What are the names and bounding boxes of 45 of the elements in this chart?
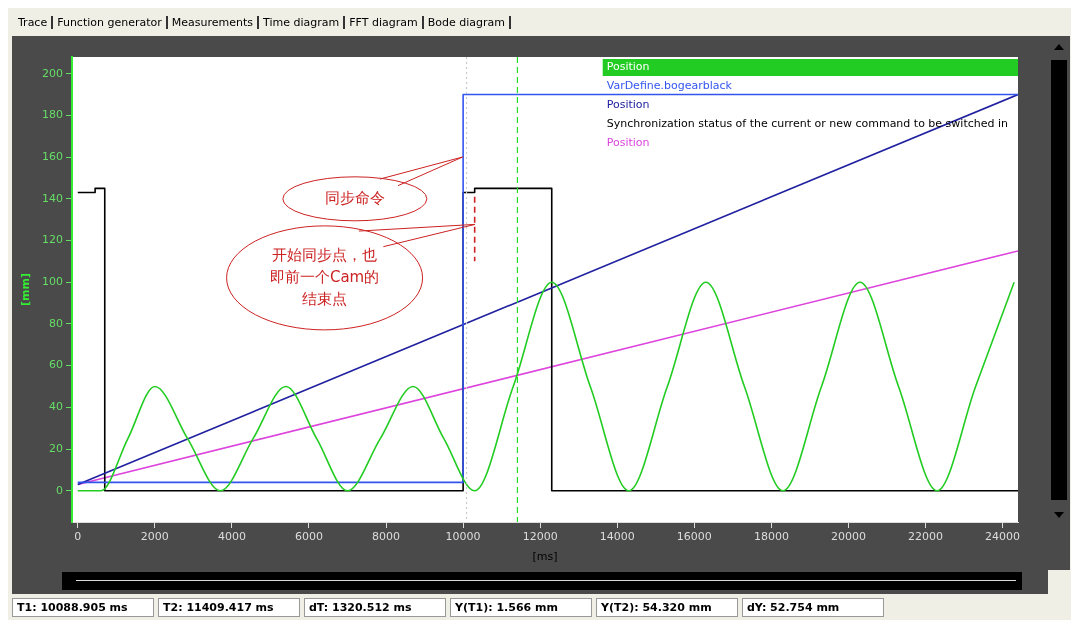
series-label: VarDefine.bogearblack bbox=[606, 79, 733, 93]
text: dT: 1320.512 ms bbox=[304, 598, 446, 617]
y-tick-label: 60 bbox=[49, 358, 63, 372]
y-axis-title: [mm] bbox=[19, 273, 33, 306]
text: Position bbox=[606, 136, 650, 150]
text: Y(T2): 54.320 mm bbox=[596, 598, 738, 617]
text: Measurements bbox=[167, 15, 260, 29]
text: Trace bbox=[14, 15, 54, 29]
text: FFT diagram bbox=[345, 15, 424, 29]
x-tick-label: 8000 bbox=[372, 530, 401, 544]
text: Time diagram bbox=[259, 15, 346, 29]
x-tick-label: 16000 bbox=[676, 530, 712, 544]
text: T2: 11409.417 ms bbox=[158, 598, 300, 617]
annotation: 开始同步点，也即前一个Cam的结束点 bbox=[269, 245, 380, 308]
y-tick-label: 80 bbox=[49, 316, 63, 330]
y-tick-label: 0 bbox=[56, 483, 63, 497]
x-tick-label: 0 bbox=[74, 530, 82, 544]
x-tick-label: 22000 bbox=[908, 530, 944, 544]
text: T1: 10088.905 ms bbox=[12, 598, 154, 617]
y-tick-label: 140 bbox=[42, 191, 63, 205]
y-tick-label: 40 bbox=[49, 400, 63, 414]
x-tick-label: 20000 bbox=[830, 530, 866, 544]
x-tick-label: 12000 bbox=[522, 530, 558, 544]
text: Function generator bbox=[53, 15, 168, 29]
text: Position bbox=[606, 60, 650, 74]
x-axis-title: [ms] bbox=[532, 550, 558, 564]
x-tick-label: 10000 bbox=[445, 530, 481, 544]
y-tick-label: 160 bbox=[42, 149, 63, 163]
x-tick-label: 2000 bbox=[140, 530, 169, 544]
y-tick-label: 20 bbox=[49, 441, 63, 455]
text: Position bbox=[606, 98, 650, 112]
text: dY: 52.754 mm bbox=[742, 598, 884, 617]
y-tick-label: 200 bbox=[42, 66, 63, 80]
y-tick-label: 120 bbox=[42, 233, 63, 247]
text: Synchronization status of the current or new command to be switched in bbox=[606, 117, 1009, 131]
y-tick-label: 180 bbox=[42, 108, 63, 122]
x-tick-label: 6000 bbox=[294, 530, 323, 544]
y-tick-label: 100 bbox=[42, 275, 63, 289]
x-tick-label: 4000 bbox=[217, 530, 246, 544]
x-tick-label: 24000 bbox=[985, 530, 1021, 544]
text: Bode diagram bbox=[423, 15, 511, 29]
text: Y(T1): 1.566 mm bbox=[450, 598, 592, 617]
x-tick-label: 14000 bbox=[599, 530, 635, 544]
annotation: 同步命令 bbox=[324, 188, 385, 207]
x-tick-label: 18000 bbox=[753, 530, 789, 544]
